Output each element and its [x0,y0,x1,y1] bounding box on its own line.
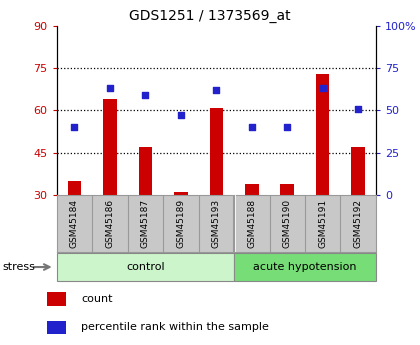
Text: percentile rank within the sample: percentile rank within the sample [81,323,269,333]
Bar [174,192,188,195]
Bar [245,184,258,195]
Point [71,125,78,130]
Bar [47,293,66,306]
Text: GSM45192: GSM45192 [354,199,362,248]
Text: GSM45187: GSM45187 [141,199,150,248]
Bar [316,74,329,195]
Bar [210,108,223,195]
Text: GSM45193: GSM45193 [212,199,221,248]
Text: acute hypotension: acute hypotension [253,262,357,272]
Text: GDS1251 / 1373569_at: GDS1251 / 1373569_at [129,9,291,23]
Point [142,92,149,98]
Text: control: control [126,262,165,272]
Bar [139,147,152,195]
Point [319,86,326,91]
Point [248,125,255,130]
Text: stress: stress [2,262,35,272]
Point [178,113,184,118]
Point [213,87,220,93]
Text: count: count [81,294,113,304]
FancyBboxPatch shape [57,253,234,281]
Text: GSM45189: GSM45189 [176,199,185,248]
Text: GSM45188: GSM45188 [247,199,256,248]
Bar [281,184,294,195]
Text: GSM45190: GSM45190 [283,199,292,248]
Bar [68,181,81,195]
FancyBboxPatch shape [234,253,376,281]
Point [107,86,113,91]
Point [284,125,291,130]
Text: GSM45184: GSM45184 [70,199,79,248]
Text: GSM45191: GSM45191 [318,199,327,248]
Bar [47,321,66,334]
Point [355,106,362,111]
Bar [103,99,117,195]
Text: GSM45186: GSM45186 [105,199,114,248]
Bar [352,147,365,195]
